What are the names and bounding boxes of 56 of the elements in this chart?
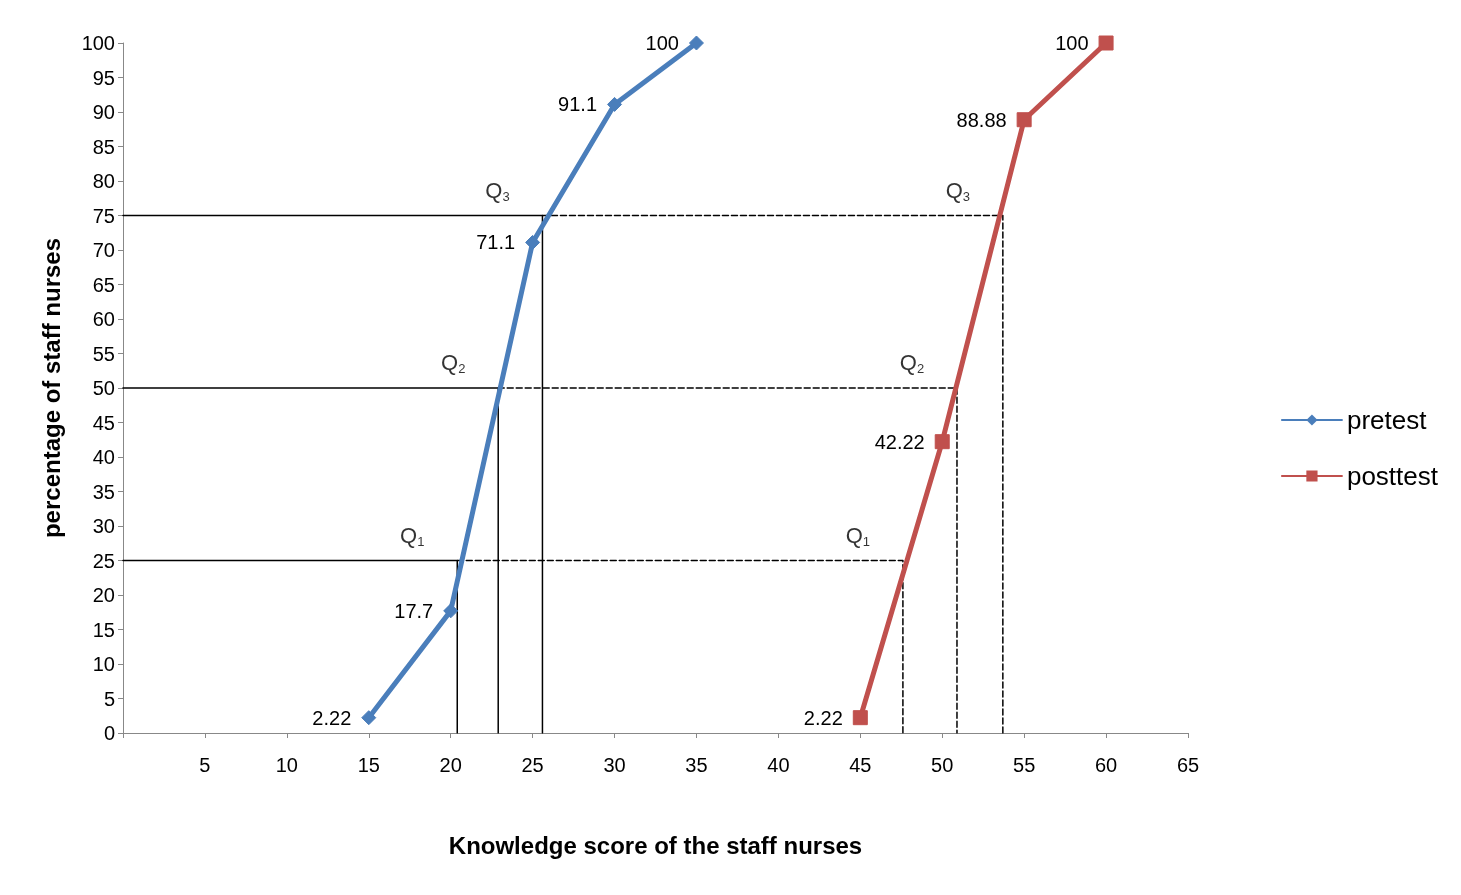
y-tick-label: 85	[92, 135, 115, 158]
point	[852, 710, 868, 726]
point	[361, 710, 377, 726]
y-tick-label: 50	[92, 377, 115, 399]
y-tick-label: 75	[92, 204, 115, 227]
y-tick-label: 65	[92, 273, 115, 296]
x-tick-label: 35	[685, 754, 708, 776]
data-label: 2.22	[312, 706, 352, 729]
legend-label: posttest	[1346, 461, 1439, 491]
x-tick-label: 15	[357, 754, 380, 776]
y-tick-label: 70	[92, 239, 115, 261]
x-tick-label: 20	[439, 754, 462, 776]
y-tick-label: 0	[103, 722, 115, 744]
y-axis-title: percentage of staff nurses	[37, 237, 65, 539]
x-axis-title: Knowledge score of the staff nurses	[448, 831, 863, 859]
point	[1016, 112, 1032, 128]
y-tick-label: 25	[92, 549, 115, 572]
point	[607, 96, 623, 112]
x-tick-label: 40	[767, 754, 790, 776]
x-tick-label: 65	[1176, 754, 1200, 776]
point	[934, 434, 950, 450]
y-tick-label: 15	[92, 618, 115, 641]
data-label: 17.7	[394, 599, 434, 622]
y-tick-label: 100	[81, 32, 115, 54]
point	[1098, 35, 1114, 51]
point	[443, 603, 459, 619]
data-label: 2.22	[803, 706, 843, 729]
x-tick-label: 55	[1013, 754, 1036, 776]
y-tick-label: 45	[92, 411, 115, 434]
y-tick-label: 35	[92, 480, 115, 503]
y-tick-label: 10	[92, 653, 115, 675]
y-tick-label: 80	[92, 170, 115, 192]
legend-label: pretest	[1346, 405, 1428, 435]
point	[525, 234, 541, 250]
data-label: 100	[645, 32, 679, 54]
data-label: 88.88	[956, 108, 1007, 131]
x-tick-label: 25	[521, 754, 544, 776]
data-label: 42.22	[874, 430, 925, 453]
y-tick-label: 20	[92, 584, 115, 606]
x-tick-label: 30	[603, 754, 626, 776]
data-label: 71.1	[476, 231, 516, 254]
y-tick-label: 55	[92, 342, 115, 365]
y-tick-label: 95	[92, 66, 115, 89]
y-tick-label: 60	[92, 308, 115, 330]
x-tick-label: 60	[1094, 754, 1118, 776]
point	[688, 35, 704, 51]
data-label: 100	[1055, 32, 1089, 54]
x-tick-label: 10	[275, 754, 298, 776]
x-tick-label: 45	[849, 754, 872, 776]
y-tick-label: 5	[103, 687, 115, 710]
y-tick-label: 40	[92, 446, 115, 468]
x-tick-label: 50	[931, 754, 954, 776]
y-tick-label: 90	[92, 101, 115, 123]
x-tick-label: 5	[199, 754, 211, 776]
y-tick-label: 30	[92, 515, 115, 537]
data-label: 91.1	[558, 93, 598, 116]
